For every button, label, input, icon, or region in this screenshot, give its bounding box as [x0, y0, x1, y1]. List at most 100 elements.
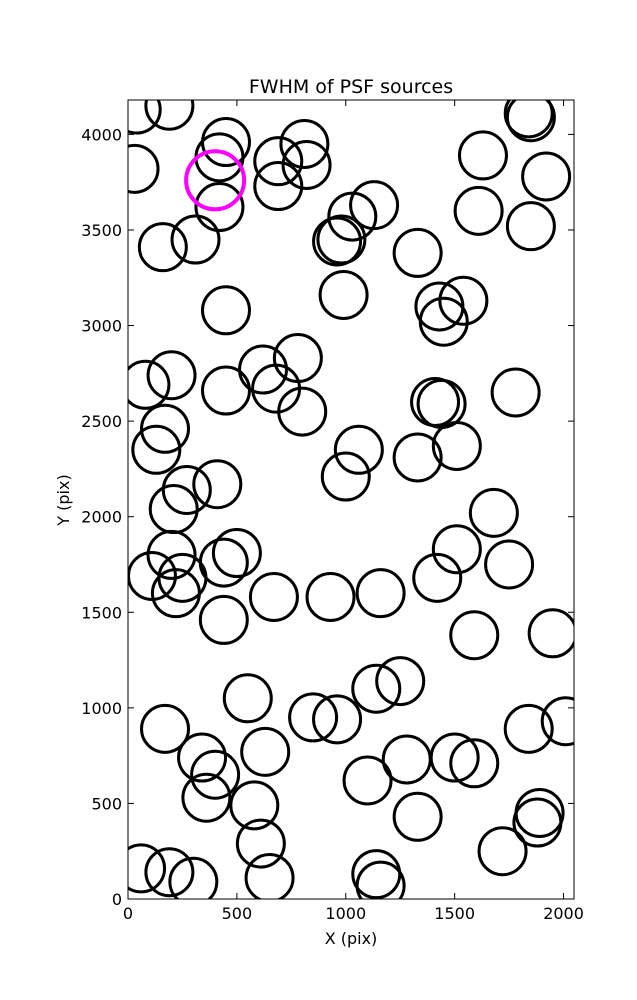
source-marker [128, 143, 160, 194]
x-tick-label: 1000 [325, 904, 366, 923]
source-marker [503, 703, 554, 754]
y-tick-label: 500 [91, 794, 122, 813]
source-marker [144, 847, 195, 898]
source-marker [235, 818, 286, 869]
source-marker [198, 537, 249, 588]
source-marker [449, 610, 500, 661]
source-marker [453, 185, 504, 236]
source-marker [505, 201, 556, 252]
source-marker [355, 860, 406, 899]
y-tick-label: 2500 [81, 412, 122, 431]
source-marker [503, 100, 554, 139]
source-marker [140, 403, 191, 454]
source-marker [253, 136, 304, 187]
source-marker [240, 726, 291, 777]
source-marker [150, 568, 201, 619]
source-marker [431, 420, 482, 471]
y-tick-label: 3500 [81, 221, 122, 240]
source-marker [198, 594, 249, 645]
source-marker [244, 852, 295, 899]
y-axis-label: Y (pix) [54, 474, 73, 526]
source-marker [279, 118, 330, 169]
axis-ticks: 0 500 1000 1500 2000 0 500 1000 1500 2000 2500 3000… [81, 100, 584, 923]
source-marker [146, 529, 197, 580]
source-marker [316, 214, 367, 265]
x-tick-label: 0 [123, 904, 133, 923]
source-marker [161, 464, 212, 515]
source-marker [392, 227, 443, 278]
source-marker [540, 696, 574, 747]
source-marker [200, 285, 251, 336]
source-marker [333, 424, 384, 475]
y-tick-label: 4000 [81, 125, 122, 144]
source-marker [355, 568, 406, 619]
source-marker [146, 350, 197, 401]
x-axis-label: X (pix) [325, 929, 378, 948]
source-marker [192, 459, 243, 510]
source-marker [305, 571, 356, 622]
highlight-marker [184, 149, 247, 212]
source-marker [318, 269, 369, 320]
source-marker [194, 182, 245, 233]
source-marker [190, 749, 241, 800]
source-marker [170, 214, 221, 265]
data-markers [128, 100, 574, 899]
source-marker [431, 524, 482, 575]
plot-frame [127, 99, 575, 900]
source-marker [320, 451, 371, 502]
source-marker [272, 333, 323, 384]
source-marker [211, 528, 262, 579]
source-marker [312, 216, 363, 267]
source-marker [128, 100, 162, 135]
source-marker [253, 161, 304, 212]
source-marker [468, 487, 519, 538]
source-marker [144, 100, 195, 131]
source-marker [521, 151, 572, 202]
source-marker [140, 703, 191, 754]
source-marker [375, 656, 426, 707]
source-marker [449, 738, 500, 789]
source-marker [477, 826, 528, 877]
source-marker [229, 780, 280, 831]
y-tick-label: 1500 [81, 603, 122, 622]
source-marker [392, 791, 443, 842]
source-marker [288, 692, 339, 743]
source-marker [177, 732, 228, 783]
source-marker [438, 275, 489, 326]
source-marker [514, 787, 565, 838]
source-marker [412, 552, 463, 603]
source-marker [222, 673, 273, 724]
source-marker [392, 432, 443, 483]
source-marker [457, 130, 508, 181]
source-marker [181, 772, 232, 823]
source-marker [342, 755, 393, 806]
source-marker [490, 367, 541, 418]
source-marker [281, 139, 332, 190]
source-marker [418, 296, 469, 347]
source-marker [248, 571, 299, 622]
y-tick-label: 2000 [81, 508, 122, 527]
source-marker [505, 100, 556, 143]
source-marker [128, 359, 171, 410]
x-tick-label: 1500 [434, 904, 475, 923]
source-marker [137, 222, 188, 273]
source-marker [512, 797, 563, 848]
source-marker [527, 608, 574, 659]
source-marker [277, 386, 328, 437]
source-marker [128, 843, 167, 894]
source-marker [312, 694, 363, 745]
source-marker [349, 180, 400, 231]
x-tick-label: 2000 [543, 904, 584, 923]
source-marker [168, 856, 219, 899]
y-tick-label: 3000 [81, 317, 122, 336]
source-marker [238, 344, 289, 395]
source-marker [351, 663, 402, 714]
source-marker [131, 424, 182, 475]
source-marker [484, 539, 535, 590]
chart-title: FWHM of PSF sources [249, 76, 453, 98]
source-marker [200, 365, 251, 416]
y-tick-label: 0 [112, 890, 122, 909]
y-tick-label: 1000 [81, 699, 122, 718]
source-marker [429, 732, 480, 783]
